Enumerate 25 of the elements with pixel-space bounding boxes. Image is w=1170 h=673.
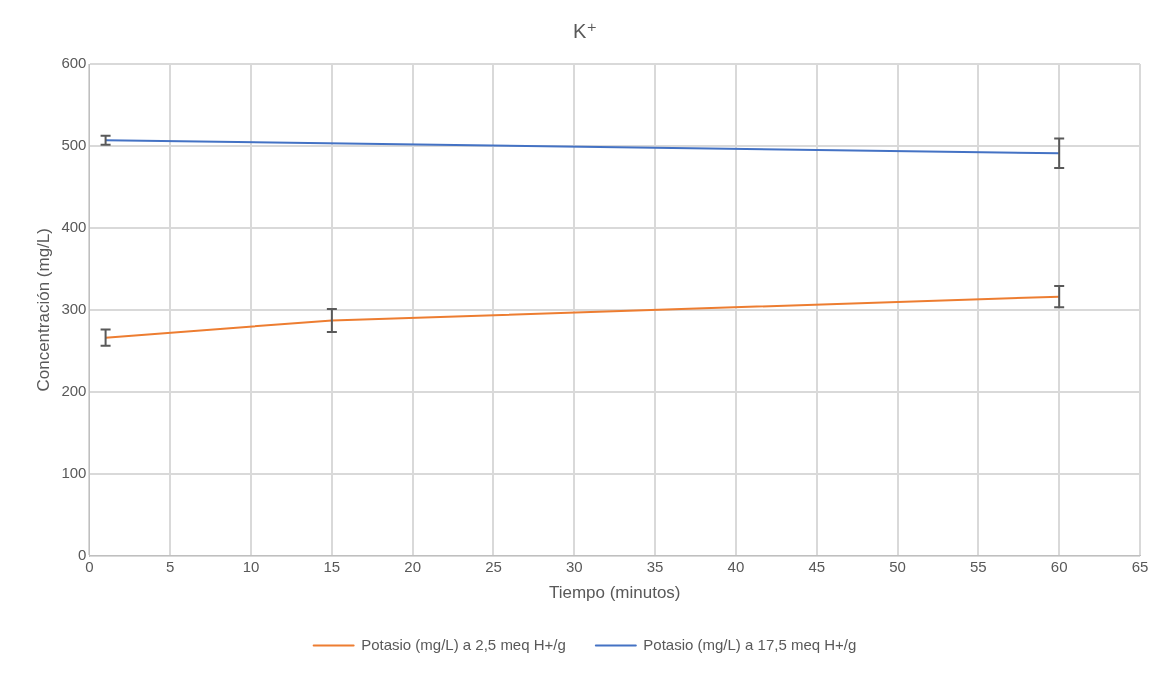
x-tick-label: 30 xyxy=(565,557,583,575)
x-tick-label: 20 xyxy=(404,557,422,575)
x-tick-label: 55 xyxy=(970,557,987,575)
legend-label: Potasio (mg/L) a 17,5 meq H+/g xyxy=(643,635,857,653)
x-tick-label: 60 xyxy=(1050,557,1068,575)
x-tick-label: 10 xyxy=(242,557,260,575)
chart-title: K⁺ xyxy=(573,19,597,42)
x-tick-label: 50 xyxy=(889,557,906,575)
y-tick-label: 600 xyxy=(61,54,87,72)
y-tick-label: 200 xyxy=(61,381,87,399)
y-axis-title: Concentración (mg/L) xyxy=(33,228,53,392)
y-tick-label: 400 xyxy=(61,218,87,236)
x-tick-label: 25 xyxy=(485,557,502,575)
x-tick-label: 45 xyxy=(808,557,826,575)
y-tick-label: 300 xyxy=(61,299,87,317)
x-tick-label: 15 xyxy=(323,557,341,575)
y-tick-label: 0 xyxy=(78,545,87,563)
x-tick-label: 35 xyxy=(646,557,664,575)
y-tick-label: 100 xyxy=(61,463,87,481)
x-axis-title: Tiempo (minutos) xyxy=(548,583,681,603)
x-tick-label: 65 xyxy=(1131,557,1149,575)
x-tick-label: 5 xyxy=(166,557,175,575)
legend-label: Potasio (mg/L) a 2,5 meq H+/g xyxy=(361,635,566,653)
y-tick-label: 500 xyxy=(61,136,87,154)
x-tick-label: 40 xyxy=(727,557,745,575)
